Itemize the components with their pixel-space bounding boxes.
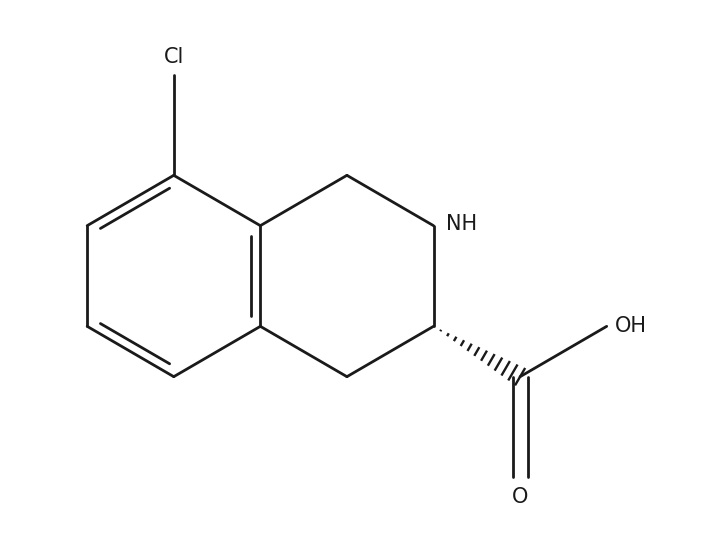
Text: Cl: Cl bbox=[164, 46, 184, 67]
Text: OH: OH bbox=[615, 316, 647, 336]
Text: O: O bbox=[512, 487, 528, 507]
Text: NH: NH bbox=[446, 214, 477, 233]
